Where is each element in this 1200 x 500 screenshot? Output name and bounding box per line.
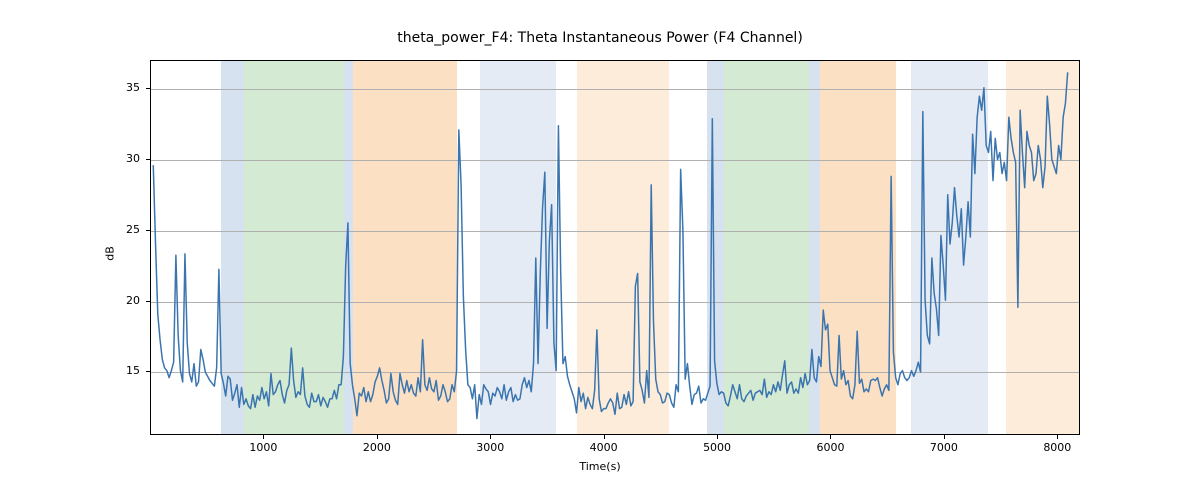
data-line-layer (151, 61, 1079, 434)
y-tick-mark (146, 159, 150, 160)
y-tick-label: 25 (104, 223, 140, 236)
x-tick-mark (1057, 435, 1058, 439)
x-tick-mark (830, 435, 831, 439)
x-tick-label: 3000 (465, 441, 515, 454)
y-tick-mark (146, 371, 150, 372)
y-axis-label: dB (104, 234, 117, 274)
chart-container: theta_power_F4: Theta Instantaneous Powe… (0, 0, 1200, 500)
x-tick-label: 4000 (579, 441, 629, 454)
chart-title: theta_power_F4: Theta Instantaneous Powe… (0, 30, 1200, 46)
x-tick-label: 7000 (919, 441, 969, 454)
y-tick-label: 35 (104, 81, 140, 94)
y-tick-label: 15 (104, 364, 140, 377)
x-tick-mark (377, 435, 378, 439)
x-tick-label: 5000 (692, 441, 742, 454)
plot-area (150, 60, 1080, 435)
x-axis-label: Time(s) (0, 460, 1200, 473)
x-tick-label: 2000 (352, 441, 402, 454)
data-line (153, 72, 1067, 418)
y-tick-mark (146, 88, 150, 89)
x-tick-mark (490, 435, 491, 439)
y-tick-label: 20 (104, 294, 140, 307)
y-tick-mark (146, 230, 150, 231)
y-tick-mark (146, 301, 150, 302)
x-tick-label: 8000 (1032, 441, 1082, 454)
x-tick-mark (604, 435, 605, 439)
x-tick-mark (263, 435, 264, 439)
x-tick-label: 6000 (805, 441, 855, 454)
x-tick-mark (944, 435, 945, 439)
y-tick-label: 30 (104, 152, 140, 165)
x-tick-label: 1000 (238, 441, 288, 454)
x-tick-mark (717, 435, 718, 439)
